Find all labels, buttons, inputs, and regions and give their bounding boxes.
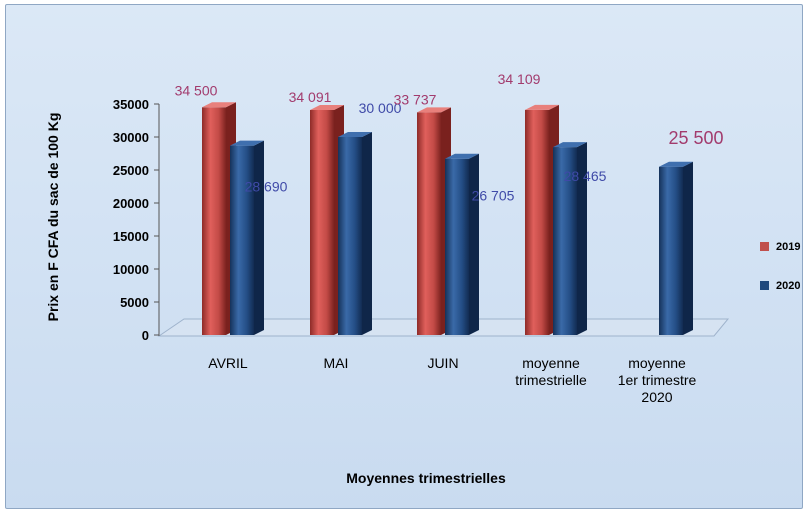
bar-side-2020-2: [469, 153, 479, 335]
chart-frame: 0 5000 10000 15000 20000 25000 30000 35000 34 5…: [5, 4, 803, 509]
x-axis-title: Moyennes trimestrielles: [346, 470, 506, 486]
x-tick-label: moyenne: [522, 355, 580, 371]
y-tick-label: 25000: [113, 163, 149, 178]
y-tick-label: 20000: [113, 196, 149, 211]
bars: [202, 102, 693, 336]
bar-top-2020-1: [338, 132, 372, 137]
bar-chart: 0 5000 10000 15000 20000 25000 30000 35000 34 5…: [45, 71, 800, 486]
legend: 2019 2020: [760, 241, 800, 292]
x-tick-label: moyenne: [628, 355, 686, 371]
bar-top-2019-3: [525, 104, 559, 110]
data-label-2020-3: 28 465: [564, 168, 607, 184]
x-tick-label: MAI: [324, 355, 349, 371]
y-tick-label: 15000: [113, 229, 149, 244]
bar-top-2020-3: [553, 142, 587, 148]
bar-2020-1: [338, 137, 362, 335]
data-label-2019-1: 34 091: [289, 89, 332, 105]
bar-top-2020-0: [230, 140, 264, 146]
legend-swatch-2019: [760, 242, 769, 251]
bar-2020-4: [659, 166, 683, 335]
bar-2019-0: [202, 107, 226, 335]
data-label-2019-3: 34 109: [498, 71, 541, 87]
bar-side-2020-3: [577, 142, 587, 335]
y-tick-label: 35000: [113, 97, 149, 112]
y-axis-title: Prix en F CFA du sac de 100 Kg: [45, 113, 61, 322]
x-tick-label: trimestrielle: [515, 372, 587, 388]
data-label-2019-2: 33 737: [394, 91, 437, 107]
x-tick-label: JUIN: [427, 355, 458, 371]
bar-side-2020-4: [683, 161, 693, 335]
bar-2019-3: [525, 109, 549, 335]
bar-top-2019-1: [310, 104, 344, 110]
bar-side-2020-1: [362, 132, 372, 335]
bar-2019-2: [417, 112, 441, 335]
legend-label-2019: 2019: [776, 241, 800, 253]
x-tick-label: 1er trimestre: [618, 372, 697, 388]
data-label-2020-2: 26 705: [472, 188, 515, 204]
bar-top-2020-2: [445, 153, 479, 159]
bar-side-2020-0: [254, 140, 264, 335]
bar-top-2019-2: [417, 107, 451, 113]
data-label-2020-1: 30 000: [359, 100, 402, 116]
legend-swatch-2020: [760, 281, 769, 290]
y-axis: 0 5000 10000 15000 20000 25000 30000 35000: [113, 97, 160, 343]
y-tick-label: 10000: [113, 262, 149, 277]
legend-label-2020: 2020: [776, 280, 800, 292]
data-label-2020-0: 28 690: [245, 179, 288, 195]
data-label-2019-0: 34 500: [175, 82, 218, 98]
y-tick-label: 0: [142, 328, 149, 343]
bar-2020-2: [445, 158, 469, 335]
data-label-2020-4: 25 500: [668, 128, 723, 148]
y-tick-label: 30000: [113, 130, 149, 145]
x-tick-label: 2020: [641, 389, 672, 405]
x-axis: AVRIL MAI JUIN moyennetrimestriellemoyenne1…: [208, 355, 696, 405]
x-tick-label: AVRIL: [208, 355, 248, 371]
bar-top-2020-4: [659, 161, 693, 167]
bar-2019-1: [310, 109, 334, 336]
bar-top-2019-0: [202, 102, 236, 108]
bar-2020-0: [230, 145, 254, 335]
y-tick-label: 5000: [120, 295, 149, 310]
bar-2020-3: [553, 147, 577, 335]
